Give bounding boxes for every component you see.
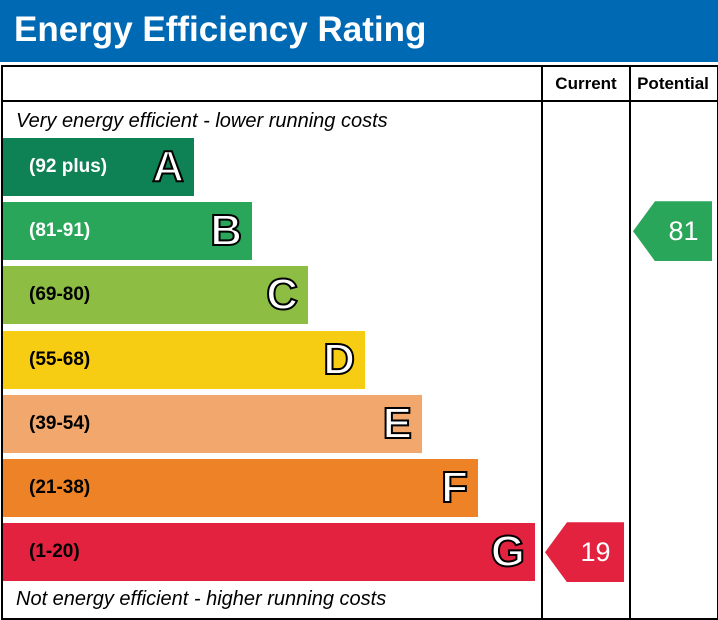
- band-d-range: (55-68): [29, 348, 91, 370]
- header-bar: Energy Efficiency Rating: [0, 0, 718, 62]
- band-d: (55-68) D: [3, 330, 365, 389]
- potential-column-divider: [629, 65, 631, 618]
- band-g-letter: G: [490, 526, 526, 577]
- potential-column-header: Potential: [637, 74, 709, 93]
- band-a-letter: A: [151, 141, 185, 192]
- potential-rating-value: 81: [668, 216, 699, 247]
- current-column-header: Current: [555, 74, 617, 93]
- band-f: (21-38) F: [3, 459, 478, 517]
- band-c-letter: C: [265, 269, 299, 320]
- chart-title: Energy Efficiency Rating: [14, 10, 427, 49]
- band-b: (81-91) B: [3, 202, 252, 261]
- top-note: Very energy efficient - lower running co…: [16, 110, 388, 132]
- band-f-range: (21-38): [29, 477, 91, 498]
- band-g: (1-20) G: [3, 523, 535, 582]
- band-d-letter: D: [322, 334, 356, 385]
- current-rating-value: 19: [580, 537, 611, 568]
- header-row-divider: [1, 100, 717, 102]
- current-rating-arrow: 19: [545, 522, 624, 583]
- current-column-divider: [541, 65, 543, 618]
- band-g-range: (1-20): [29, 541, 80, 563]
- band-e-letter: E: [382, 398, 413, 449]
- band-b-range: (81-91): [29, 220, 91, 242]
- band-e-range: (39-54): [29, 412, 91, 434]
- band-a: (92 plus) A: [3, 138, 194, 196]
- bottom-note: Not energy efficient - higher running co…: [16, 588, 387, 610]
- band-e: (39-54) E: [3, 394, 422, 453]
- band-c-range: (69-80): [29, 284, 91, 306]
- band-f-letter: F: [440, 462, 469, 513]
- band-b-letter: B: [209, 205, 243, 256]
- band-c: (69-80) C: [3, 266, 308, 325]
- band-a-range: (92 plus): [29, 156, 108, 177]
